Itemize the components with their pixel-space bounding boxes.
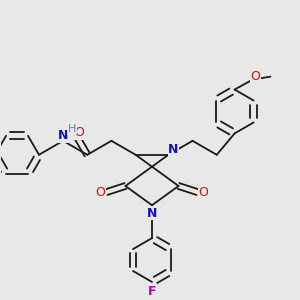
Text: O: O (199, 186, 208, 199)
Text: N: N (58, 129, 68, 142)
Text: N: N (168, 143, 178, 156)
Text: F: F (148, 285, 156, 298)
Text: O: O (250, 70, 260, 83)
Text: N: N (147, 207, 157, 220)
Text: O: O (74, 126, 84, 139)
Text: H: H (68, 124, 76, 134)
Text: O: O (96, 186, 106, 199)
